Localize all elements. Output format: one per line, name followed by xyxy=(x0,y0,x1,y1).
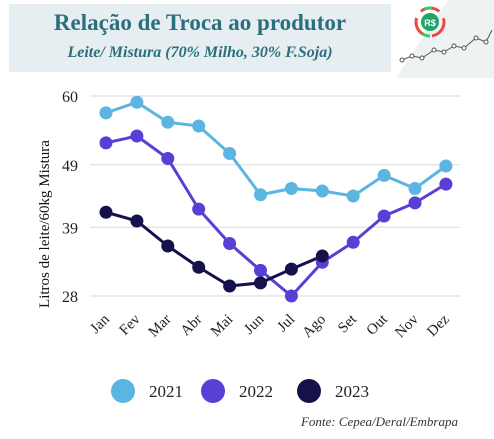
data-point-2021-Fev xyxy=(130,95,144,109)
data-point-2021-Ago xyxy=(315,184,329,198)
y-tick-label: 28 xyxy=(62,289,78,306)
title-panel: Relação de Troca ao produtor Leite/ Mist… xyxy=(9,4,391,72)
legend-marker-2022 xyxy=(201,379,225,403)
x-tick-label: Out xyxy=(364,311,392,339)
data-point-2023-Ago xyxy=(315,249,329,263)
data-point-2022-Fev xyxy=(130,129,144,143)
chart-legend: 2021 2022 2023 xyxy=(111,379,369,403)
data-point-2021-Set xyxy=(346,189,360,203)
x-tick-label: Mar xyxy=(146,312,175,341)
logo-badge-text: R$ xyxy=(424,18,436,28)
y-tick-label: 49 xyxy=(62,158,78,175)
legend-label: 2021 xyxy=(149,382,183,401)
series-lines xyxy=(105,100,447,298)
data-point-2021-Jul xyxy=(284,182,298,195)
data-point-2023-Mai xyxy=(223,279,237,293)
data-point-2021-Jun xyxy=(254,188,267,202)
data-point-2022-Jun xyxy=(254,263,267,277)
data-point-2023-Jan xyxy=(99,205,113,219)
rising-trend-logo-icon: R$ xyxy=(396,0,494,78)
x-tick-label: Mai xyxy=(208,312,236,340)
legend-marker-2021 xyxy=(111,379,135,403)
data-point-2023-Mar xyxy=(161,239,175,253)
data-point-2022-Jan xyxy=(99,136,113,150)
chart-title: Relação de Troca ao produtor xyxy=(53,10,347,35)
x-tick-label: Fev xyxy=(117,311,145,339)
x-tick-label: Nov xyxy=(392,311,422,341)
legend-label: 2023 xyxy=(335,382,369,401)
source-note: Fonte: Cepea/Deral/Embrapa xyxy=(300,414,458,429)
chart-grid xyxy=(90,95,460,297)
data-point-2021-Out xyxy=(377,168,391,182)
data-point-2022-Mar xyxy=(161,152,175,165)
x-tick-label: Jan xyxy=(87,311,113,337)
data-point-2022-Abr xyxy=(192,202,206,216)
data-point-2022-Jul xyxy=(284,289,298,303)
data-point-2023-Abr xyxy=(192,260,206,274)
data-point-2022-Dez xyxy=(439,177,453,191)
y-tick-label: 39 xyxy=(62,220,78,237)
y-tick-label: 60 xyxy=(62,89,78,106)
series-line-2022 xyxy=(105,134,447,298)
data-point-2021-Mai xyxy=(223,147,237,160)
data-point-2021-Jan xyxy=(99,106,113,120)
data-point-2023-Jun xyxy=(254,276,267,290)
x-axis-ticks: Jan Fev Mar Abr Mai Jun Jul Ago Set Out Nov Dez xyxy=(87,311,453,341)
x-tick-label: Set xyxy=(335,311,360,336)
x-tick-label: Dez xyxy=(424,311,453,340)
data-point-2023-Jul xyxy=(284,262,298,276)
data-point-2021-Dez xyxy=(439,159,453,173)
x-tick-label: Ago xyxy=(300,312,330,342)
data-point-2022-Mai xyxy=(223,237,237,250)
legend-marker-2023 xyxy=(297,379,321,403)
data-point-2022-Set xyxy=(346,235,360,249)
data-point-2023-Fev xyxy=(130,214,144,228)
x-tick-label: Abr xyxy=(178,312,206,340)
y-axis-label: Litros de leite/60kg Mistura xyxy=(37,140,53,308)
legend-label: 2022 xyxy=(239,382,273,401)
data-point-2021-Nov xyxy=(408,182,422,195)
data-point-2021-Mar xyxy=(161,115,175,129)
data-point-2022-Nov xyxy=(408,196,422,210)
data-point-2021-Abr xyxy=(192,119,206,133)
data-point-2022-Out xyxy=(377,209,391,223)
x-tick-label: Jun xyxy=(241,311,267,337)
series-points xyxy=(99,95,453,303)
y-axis-ticks: 28 39 49 60 xyxy=(62,89,78,306)
chart-subtitle: Leite/ Mistura (70% Milho, 30% F.Soja) xyxy=(67,44,333,61)
x-tick-label: Jul xyxy=(275,312,299,336)
